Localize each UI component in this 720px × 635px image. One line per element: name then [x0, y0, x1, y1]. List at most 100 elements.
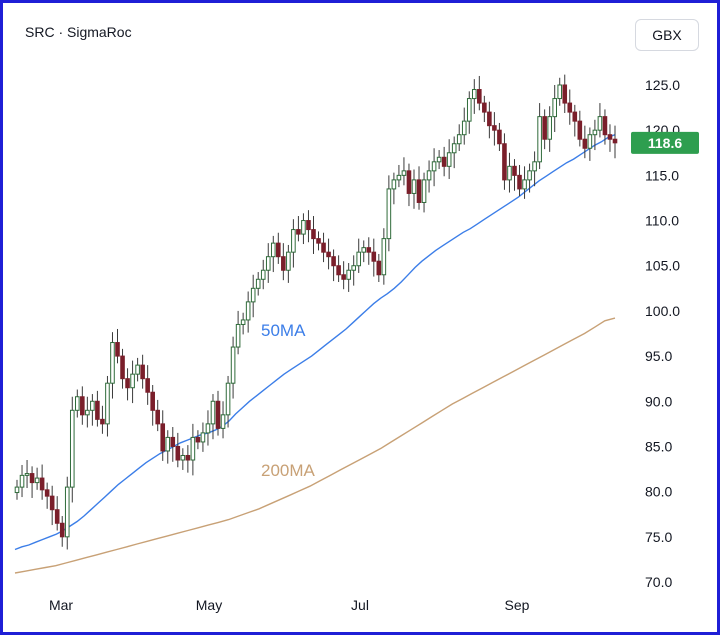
candle: [451, 136, 457, 169]
candle: [95, 390, 100, 427]
candle: [270, 235, 276, 273]
candle: [145, 365, 150, 405]
x-tick-label: Sep: [505, 597, 530, 613]
candle: [44, 482, 50, 509]
candle: [517, 164, 522, 197]
candle: [436, 150, 442, 170]
candle: [341, 261, 346, 290]
x-tick-label: May: [196, 597, 222, 613]
candle: [562, 74, 568, 114]
candle: [502, 133, 507, 190]
candle: [125, 368, 130, 401]
candle: [286, 244, 291, 283]
candle: [547, 106, 552, 152]
candle: [19, 464, 25, 498]
candle: [281, 243, 286, 281]
y-tick-label: 95.0: [645, 348, 672, 364]
candle: [14, 479, 20, 500]
candle: [612, 125, 618, 159]
y-tick-label: 100.0: [645, 303, 680, 319]
candle: [265, 243, 271, 283]
candle: [170, 427, 176, 462]
y-tick-label: 110.0: [645, 213, 679, 229]
labels-layer: 50MA 200MA 118.6: [261, 131, 699, 480]
candle: [210, 394, 216, 440]
candle: [477, 75, 482, 111]
candle: [426, 160, 432, 193]
candle: [115, 328, 120, 364]
candle: [421, 172, 427, 213]
candle: [482, 95, 487, 123]
candle: [245, 291, 251, 333]
currency-button[interactable]: GBX: [635, 19, 699, 51]
candle: [522, 166, 527, 199]
candle: [527, 163, 532, 193]
candle: [29, 466, 35, 498]
candle: [105, 375, 110, 437]
candle: [220, 401, 226, 439]
candle: [140, 354, 145, 389]
candle: [49, 485, 55, 526]
candle: [587, 127, 593, 161]
candle: [75, 389, 80, 418]
y-axis: 125.0120.0115.0110.0105.0100.095.090.085…: [645, 77, 680, 590]
ma200-label: 200MA: [261, 461, 316, 480]
candle: [240, 312, 246, 335]
candle: [110, 332, 115, 399]
candle: [100, 405, 105, 434]
candle: [260, 259, 266, 290]
y-tick-label: 70.0: [645, 574, 672, 590]
candle: [301, 213, 306, 245]
candle: [85, 396, 90, 428]
candle: [250, 274, 256, 318]
candle: [155, 399, 161, 432]
candle: [200, 422, 206, 452]
candle: [461, 107, 467, 145]
chart-title: SRC · SigmaRoc: [25, 24, 132, 40]
candle: [296, 216, 301, 242]
candle: [230, 336, 236, 399]
candle: [391, 172, 397, 205]
candle: [311, 216, 316, 254]
candle: [346, 263, 351, 292]
candles-layer: [14, 74, 618, 550]
candle: [431, 148, 437, 187]
candle: [190, 423, 196, 476]
x-tick-label: Mar: [49, 597, 73, 613]
candle: [416, 166, 422, 210]
candle: [537, 103, 542, 170]
candle: [567, 89, 573, 125]
candle: [235, 310, 241, 355]
candle: [512, 159, 517, 191]
candle: [366, 237, 372, 265]
candle: [316, 231, 321, 251]
ma200-line: [14, 317, 616, 574]
candle: [276, 232, 281, 264]
candle: [577, 110, 583, 147]
candle: [607, 124, 613, 152]
candle: [80, 386, 85, 425]
candle: [39, 464, 45, 500]
candle: [572, 104, 578, 137]
candle: [160, 410, 166, 461]
candle: [255, 272, 261, 296]
candle: [225, 375, 231, 428]
candle: [130, 360, 135, 404]
candle: [371, 238, 377, 277]
candle: [602, 109, 608, 145]
candle: [321, 232, 326, 263]
candle: [120, 348, 125, 389]
candle: [401, 157, 407, 186]
y-tick-label: 90.0: [645, 393, 672, 409]
candle: [411, 169, 417, 209]
last-price-badge: 118.6: [631, 131, 699, 154]
y-tick-label: 75.0: [645, 529, 672, 545]
candle: [54, 496, 60, 531]
candle: [592, 119, 598, 151]
candle: [180, 448, 186, 470]
price-chart: 125.0120.0115.0110.0105.0100.095.090.085…: [14, 74, 699, 613]
candle: [59, 516, 65, 547]
candle: [552, 85, 557, 132]
ma50-layer: [14, 134, 616, 551]
